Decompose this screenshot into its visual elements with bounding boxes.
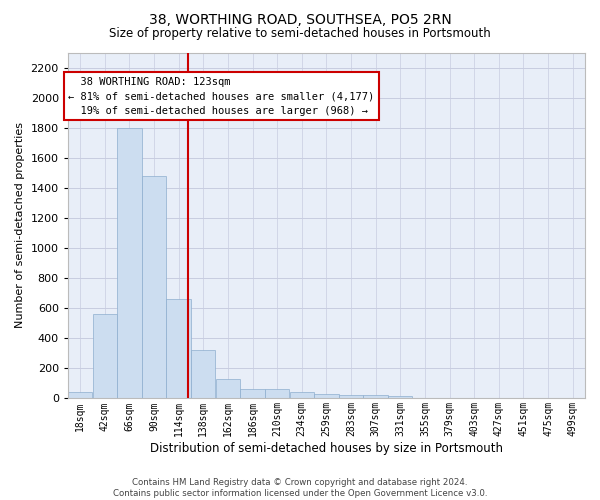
Bar [265,390,289,398]
Bar [314,394,338,398]
X-axis label: Distribution of semi-detached houses by size in Portsmouth: Distribution of semi-detached houses by … [150,442,503,455]
Bar [191,350,215,399]
Bar [388,396,412,398]
Text: 38 WORTHING ROAD: 123sqm
← 81% of semi-detached houses are smaller (4,177)
  19%: 38 WORTHING ROAD: 123sqm ← 81% of semi-d… [68,76,374,116]
Bar [166,299,191,398]
Text: Contains HM Land Registry data © Crown copyright and database right 2024.
Contai: Contains HM Land Registry data © Crown c… [113,478,487,498]
Bar [142,176,166,398]
Y-axis label: Number of semi-detached properties: Number of semi-detached properties [15,122,25,328]
Bar [339,394,363,398]
Bar [290,392,314,398]
Text: Size of property relative to semi-detached houses in Portsmouth: Size of property relative to semi-detach… [109,28,491,40]
Bar [92,314,117,398]
Text: 38, WORTHING ROAD, SOUTHSEA, PO5 2RN: 38, WORTHING ROAD, SOUTHSEA, PO5 2RN [149,12,451,26]
Bar [216,379,240,398]
Bar [68,392,92,398]
Bar [241,388,265,398]
Bar [117,128,142,398]
Bar [364,396,388,398]
